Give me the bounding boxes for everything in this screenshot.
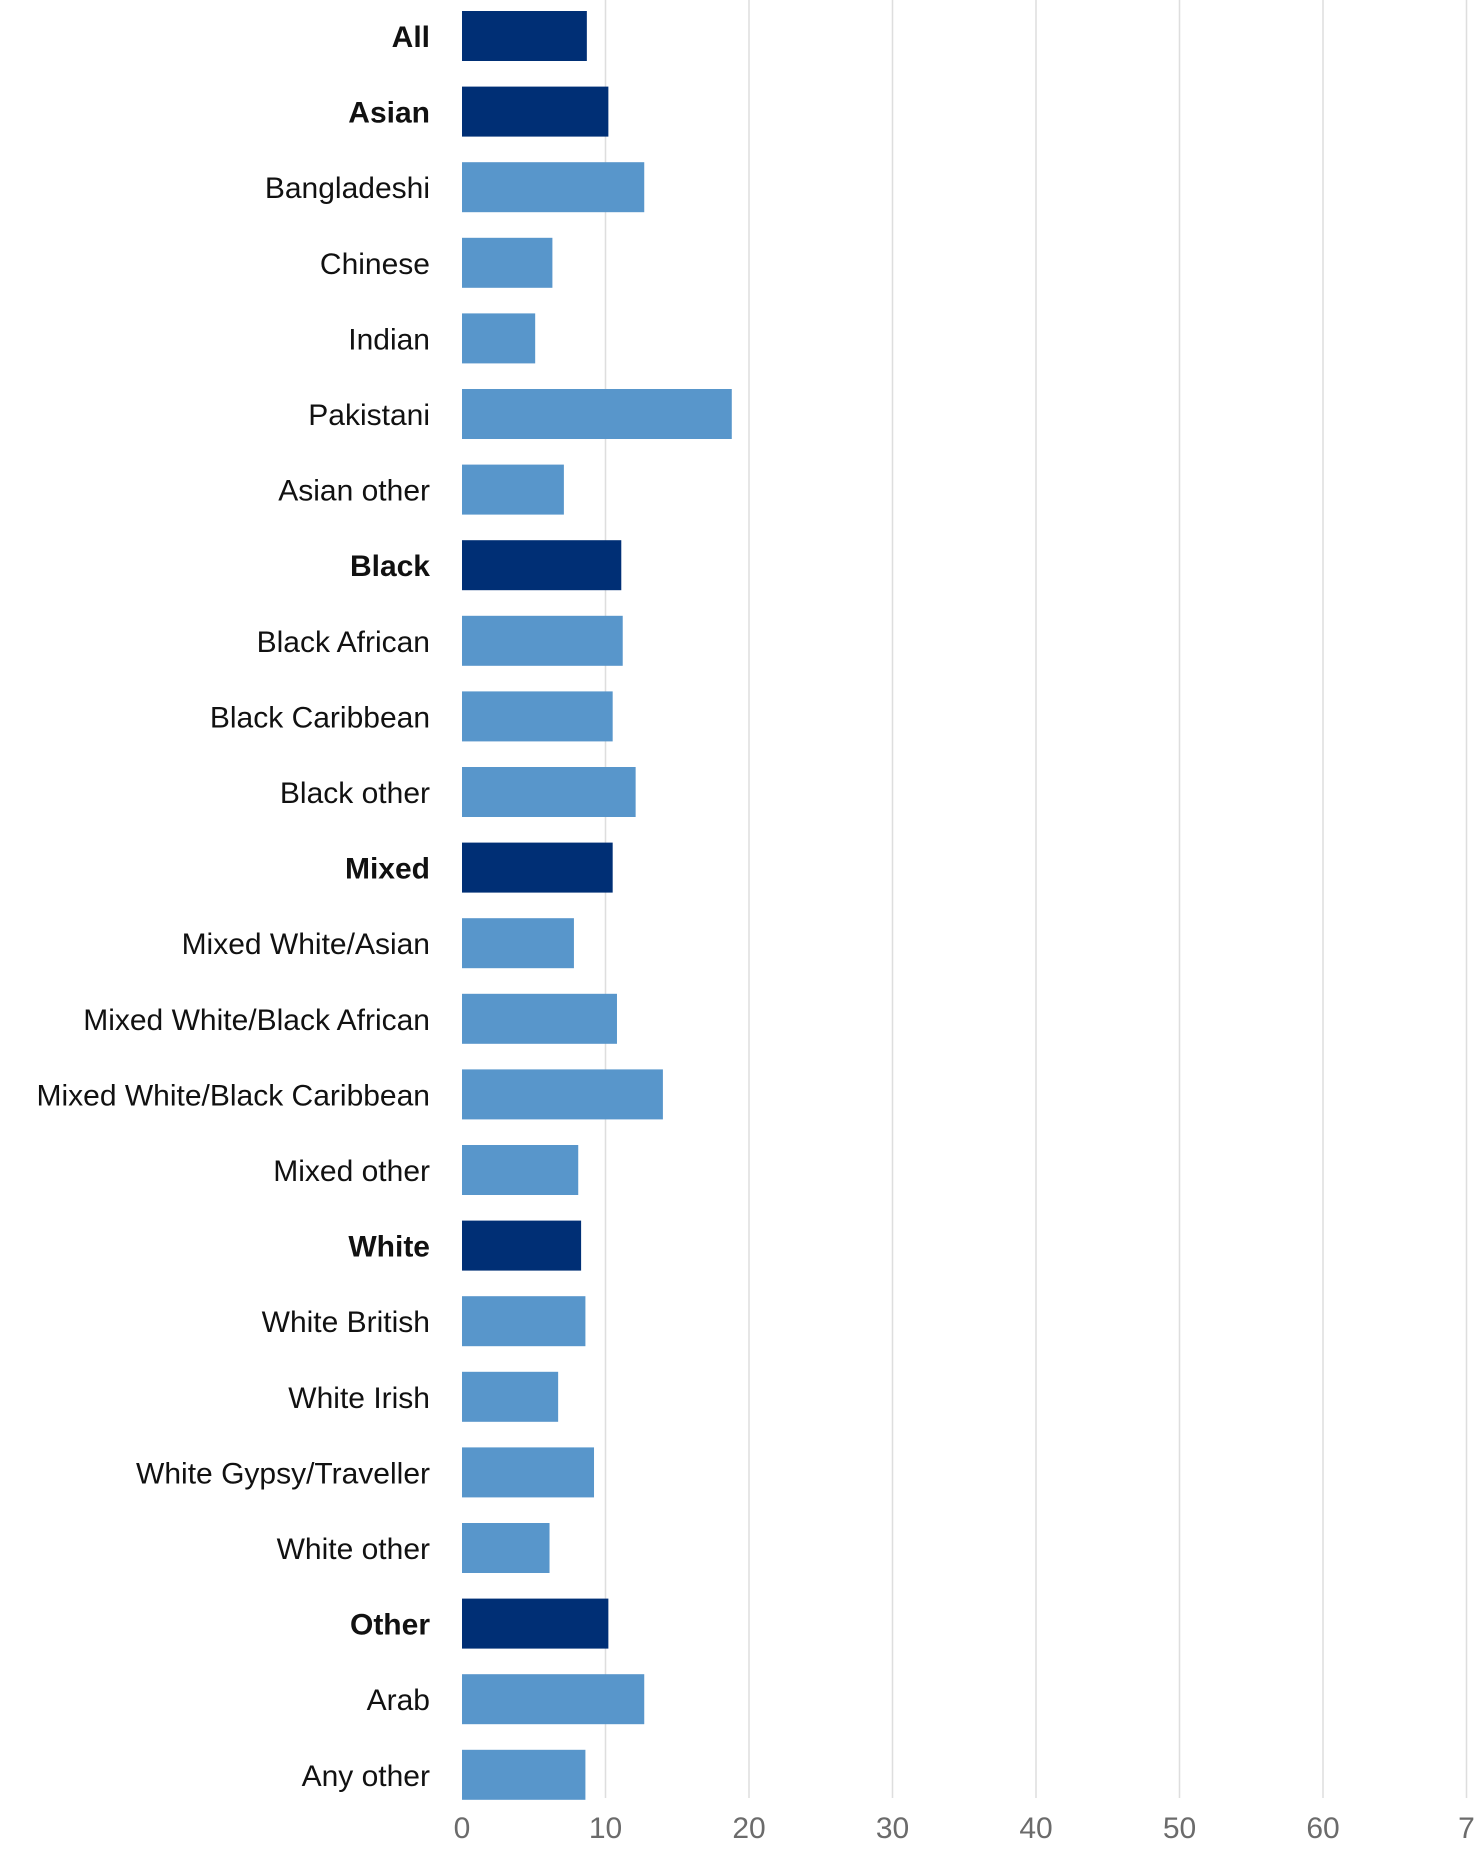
category-label: Asian [348,97,430,130]
bar [462,1749,586,1800]
category-label: Mixed other [273,1155,430,1188]
bar [462,1220,582,1271]
category-label: Chinese [320,248,430,281]
category-label: Pakistani [308,399,430,432]
x-tick-label: 0 [454,1812,471,1845]
x-axis-ticks: 0 10 20 30 40 50 60 7 [454,1812,1475,1845]
category-label: White other [277,1533,430,1566]
bar [462,11,587,61]
x-tick-label: 40 [1019,1812,1052,1845]
category-label: Asian other [278,475,430,508]
bar [462,237,553,288]
bar [462,540,622,591]
category-label: Mixed [345,853,430,886]
category-label: White Gypsy/Traveller [136,1457,430,1490]
category-label: Mixed White/Black African [83,1004,430,1037]
category-label: Bangladeshi [265,172,430,205]
bar [462,162,645,213]
x-tick-label: 60 [1306,1812,1339,1845]
category-label: Black African [257,626,430,659]
bar [462,1145,579,1195]
bar [462,86,609,137]
category-label: Mixed White/Black Caribbean [36,1079,430,1112]
category-label: Mixed White/Asian [182,928,430,961]
category-label: White [348,1231,430,1264]
x-tick-label: 20 [732,1812,765,1845]
bar [462,464,564,515]
bar [462,767,636,817]
x-tick-label: 50 [1163,1812,1196,1845]
category-label: Black Caribbean [210,701,430,734]
bar [462,1447,595,1498]
bar [462,918,574,969]
bar [462,1069,663,1120]
category-label: Other [350,1609,430,1642]
category-label: All [392,21,430,54]
category-label: Black [350,550,430,583]
bar [462,389,732,439]
x-tick-label: 7 [1458,1812,1475,1845]
category-label: White Irish [288,1382,430,1415]
grid-layer [604,0,1468,1798]
category-label: Arab [367,1684,430,1717]
bar [462,1371,559,1422]
bar [462,993,617,1044]
category-label: White British [262,1306,430,1339]
x-tick-label: 30 [876,1812,909,1845]
bar [462,842,613,893]
bar [462,615,623,666]
category-label: Any other [302,1760,430,1793]
bar [462,691,613,742]
category-label: Black other [280,777,430,810]
bar [462,1523,550,1573]
bar [462,1674,645,1725]
bar-layer [462,11,732,1800]
bar [462,1598,609,1649]
bar [462,1296,586,1347]
category-labels: All Asian Bangladeshi Chinese Indian Pakistan… [36,21,430,1793]
category-label: Indian [348,323,430,356]
bar [462,313,536,364]
x-tick-label: 10 [589,1812,622,1845]
